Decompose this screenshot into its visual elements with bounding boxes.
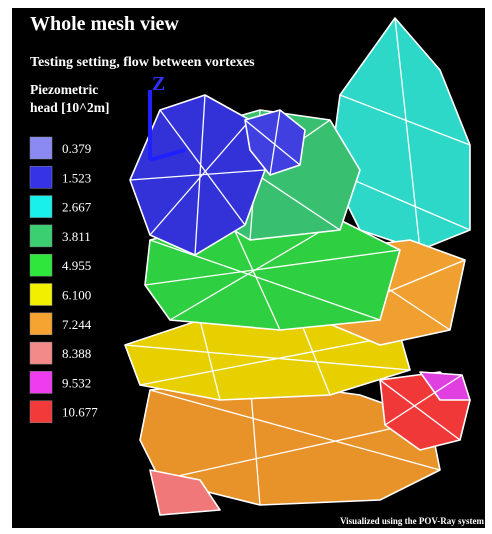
mesh-render [124,17,471,516]
legend-label: 10.677 [62,405,98,420]
legend-title-line: head [10^2m] [30,100,109,115]
legend-swatch [29,400,53,423]
legend-swatch [29,224,53,248]
legend-label: 7.244 [62,317,92,332]
legend-swatch [29,195,53,218]
subtitle: Testing setting, flow between vortexes [30,55,255,70]
legend-title: Piezometric head [10^2m] [30,82,109,115]
legend-swatch [29,341,53,365]
title: Whole mesh view [30,13,179,35]
legend-title-line: Piezometric [30,82,98,97]
legend-swatch [29,136,53,160]
legend-label: 6.100 [62,288,91,303]
legend-label: 9.532 [62,375,91,390]
legend-label: 3.811 [62,229,91,244]
legend-swatch [29,253,53,277]
legend-swatch [29,166,53,189]
legend-label: 0.379 [62,141,91,156]
legend-label: 8.388 [62,346,91,361]
axis-label: Z [152,73,165,95]
legend-swatch [29,283,53,306]
legend: 0.379 1.523 2.667 3.811 4.955 6.100 7.244 8.388… [29,136,98,423]
legend-label: 2.667 [62,200,92,215]
legend-label: 4.955 [62,258,91,273]
legend-label: 1.523 [62,170,91,185]
legend-swatch [29,371,53,394]
legend-swatch [29,312,53,336]
footer: Visualized using the POV-Ray system [340,516,485,526]
